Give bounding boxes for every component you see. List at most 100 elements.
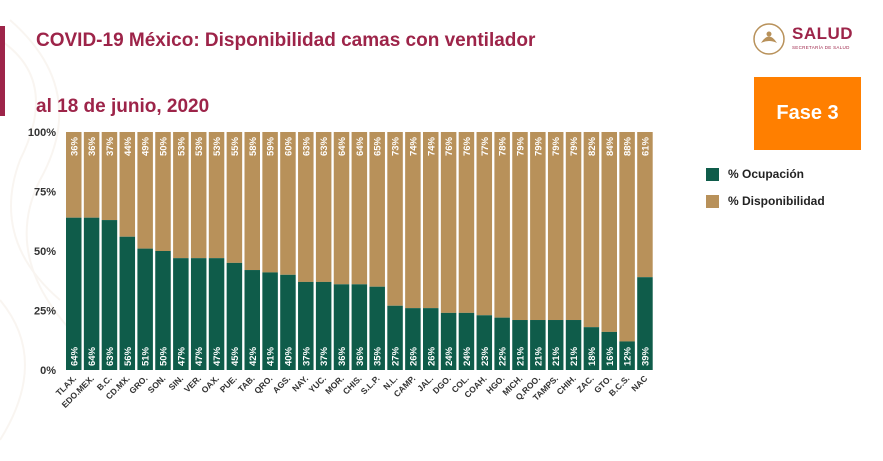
data-label-disponibilidad: 53%: [212, 136, 223, 156]
logo-text: SALUD: [792, 24, 854, 43]
data-label-disponibilidad: 79%: [569, 136, 580, 156]
data-label-disponibilidad: 59%: [266, 136, 277, 156]
data-label-ocupacion: 21%: [569, 346, 580, 366]
data-label-ocupacion: 23%: [480, 346, 491, 366]
bar-ocupacion: [530, 320, 546, 370]
bar-ocupacion: [333, 284, 350, 370]
y-tick-label: 75%: [34, 187, 56, 199]
bar-disponibilidad: [101, 132, 118, 221]
bar-ocupacion: [565, 320, 582, 370]
bar-disponibilidad: [405, 132, 421, 309]
bar-disponibilidad: [173, 132, 189, 259]
x-tick-label: AGS.: [271, 373, 293, 395]
bar-ocupacion: [440, 312, 457, 370]
data-label-ocupacion: 21%: [533, 346, 544, 366]
x-tick-label: NAC: [629, 373, 649, 393]
data-label-ocupacion: 40%: [283, 346, 294, 366]
legend-swatch-ocupacion: [706, 167, 719, 181]
y-tick-label: 100%: [28, 127, 56, 139]
accent-bar: [0, 26, 5, 116]
x-tick-label: B.C.S.: [607, 373, 632, 398]
bar-ocupacion: [637, 277, 653, 370]
bar-disponibilidad: [637, 132, 653, 278]
data-label-ocupacion: 56%: [123, 346, 134, 366]
data-label-disponibilidad: 79%: [533, 136, 544, 156]
data-label-disponibilidad: 36%: [87, 136, 98, 156]
bar-ocupacion: [601, 331, 617, 370]
bar-disponibilidad: [512, 132, 528, 321]
bar-disponibilidad: [530, 132, 546, 321]
y-tick-label: 0%: [40, 365, 56, 377]
data-label-disponibilidad: 55%: [230, 136, 241, 156]
bar-ocupacion: [315, 281, 332, 370]
bar-ocupacion: [298, 281, 314, 370]
bar-ocupacion: [476, 315, 493, 370]
y-tick-label: 25%: [34, 306, 56, 318]
data-label-ocupacion: 27%: [391, 346, 402, 366]
x-tick-label: MOR.: [323, 373, 346, 396]
bar-disponibilidad: [369, 132, 385, 287]
data-label-ocupacion: 64%: [69, 346, 80, 366]
data-label-disponibilidad: 44%: [123, 136, 134, 156]
bar-disponibilidad: [583, 132, 600, 328]
bar-ocupacion: [137, 248, 153, 370]
x-tick-label: OAX.: [199, 373, 221, 395]
data-label-disponibilidad: 36%: [69, 136, 80, 156]
bar-ocupacion: [405, 308, 421, 370]
data-label-disponibilidad: 58%: [248, 136, 259, 156]
data-label-disponibilidad: 76%: [444, 136, 455, 156]
bar-ocupacion: [458, 312, 475, 370]
x-tick-label: SIN.: [167, 373, 186, 392]
x-tick-label: NAY.: [290, 373, 310, 393]
x-tick-label: CHIS.: [341, 373, 364, 396]
data-label-ocupacion: 51%: [141, 346, 152, 366]
bar-disponibilidad: [155, 132, 171, 251]
bar-ocupacion: [208, 258, 225, 370]
bar-ocupacion: [547, 320, 564, 370]
data-label-ocupacion: 47%: [212, 346, 223, 366]
bar-disponibilidad: [119, 132, 136, 237]
bar-disponibilidad: [333, 132, 350, 285]
data-label-ocupacion: 36%: [337, 346, 348, 366]
data-label-ocupacion: 24%: [462, 346, 473, 366]
data-label-disponibilidad: 79%: [551, 136, 562, 156]
stacked-bar-chart: 0%25%50%75%100%64%36%TLAX.64%36%EDO.MEX.…: [28, 127, 653, 410]
data-label-ocupacion: 42%: [248, 346, 259, 366]
data-label-ocupacion: 12%: [623, 346, 634, 366]
data-label-ocupacion: 47%: [194, 346, 205, 366]
bar-disponibilidad: [476, 132, 493, 316]
legend-item-disponibilidad: % Disponibilidad: [706, 193, 825, 209]
data-label-ocupacion: 39%: [640, 346, 651, 366]
data-label-disponibilidad: 78%: [498, 136, 509, 156]
x-tick-label: VER.: [182, 373, 203, 394]
bar-disponibilidad: [66, 132, 82, 218]
data-label-disponibilidad: 50%: [159, 136, 170, 156]
bar-disponibilidad: [262, 132, 278, 273]
chart-legend: % Ocupación % Disponibilidad: [706, 166, 825, 220]
data-label-ocupacion: 18%: [587, 346, 598, 366]
bar-ocupacion: [583, 327, 600, 370]
bar-disponibilidad: [387, 132, 403, 306]
bar-disponibilidad: [423, 132, 439, 309]
data-label-disponibilidad: 49%: [141, 136, 152, 156]
data-label-ocupacion: 63%: [105, 346, 116, 366]
data-label-disponibilidad: 65%: [373, 136, 384, 156]
data-label-ocupacion: 21%: [516, 346, 527, 366]
bar-ocupacion: [280, 274, 296, 370]
bar-ocupacion: [119, 236, 136, 370]
data-label-ocupacion: 41%: [266, 346, 277, 366]
x-tick-label: DGO.: [431, 373, 453, 395]
data-label-ocupacion: 47%: [176, 346, 187, 366]
data-label-disponibilidad: 64%: [355, 136, 366, 156]
bar-disponibilidad: [351, 132, 368, 285]
bar-disponibilidad: [440, 132, 457, 313]
bar-disponibilidad: [226, 132, 243, 263]
bar-ocupacion: [155, 251, 171, 370]
bar-ocupacion: [494, 317, 510, 370]
eagle-seal-icon: [753, 23, 785, 55]
data-label-disponibilidad: 63%: [301, 136, 312, 156]
bar-ocupacion: [351, 284, 368, 370]
bar-ocupacion: [262, 272, 278, 370]
legend-item-ocupacion: % Ocupación: [706, 166, 825, 182]
x-tick-label: CHIH.: [555, 373, 578, 396]
